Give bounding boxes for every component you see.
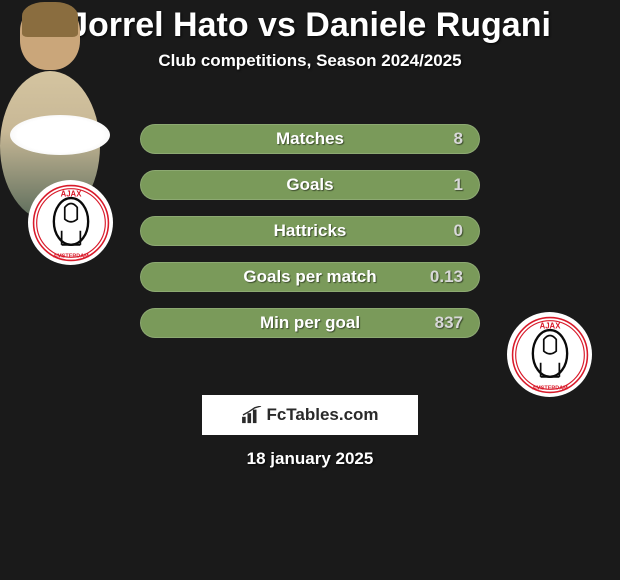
player-photo-left bbox=[10, 115, 110, 155]
stat-row: Hattricks0 bbox=[140, 216, 480, 246]
stat-label: Hattricks bbox=[207, 221, 413, 241]
ajax-crest-icon: AJAX AMSTERDAM bbox=[32, 184, 110, 262]
svg-text:AMSTERDAM: AMSTERDAM bbox=[532, 385, 568, 391]
subtitle: Club competitions, Season 2024/2025 bbox=[0, 51, 620, 71]
stat-row: Min per goal837 bbox=[140, 308, 480, 338]
svg-text:AJAX: AJAX bbox=[539, 321, 561, 330]
stats-container: Matches8Goals1Hattricks0Goals per match0… bbox=[140, 124, 480, 354]
stat-row: Goals per match0.13 bbox=[140, 262, 480, 292]
date-text: 18 january 2025 bbox=[0, 449, 620, 469]
branding-text: FcTables.com bbox=[266, 405, 378, 425]
svg-text:AMSTERDAM: AMSTERDAM bbox=[53, 253, 89, 259]
club-badge-right: AJAX AMSTERDAM bbox=[507, 312, 592, 397]
ajax-crest-icon: AJAX AMSTERDAM bbox=[511, 316, 589, 394]
page-title: Jorrel Hato vs Daniele Rugani bbox=[0, 0, 620, 45]
stat-value-right: 837 bbox=[413, 313, 463, 333]
stat-value-right: 0 bbox=[413, 221, 463, 241]
stat-row: Matches8 bbox=[140, 124, 480, 154]
chart-icon bbox=[241, 406, 263, 424]
stat-value-right: 8 bbox=[413, 129, 463, 149]
stat-label: Goals per match bbox=[207, 267, 413, 287]
svg-text:AJAX: AJAX bbox=[60, 189, 82, 198]
stat-row: Goals1 bbox=[140, 170, 480, 200]
stat-label: Min per goal bbox=[207, 313, 413, 333]
branding-badge: FcTables.com bbox=[202, 395, 418, 435]
club-badge-left: AJAX AMSTERDAM bbox=[28, 180, 113, 265]
stat-label: Goals bbox=[207, 175, 413, 195]
stat-label: Matches bbox=[207, 129, 413, 149]
stat-value-right: 0.13 bbox=[413, 267, 463, 287]
stat-value-right: 1 bbox=[413, 175, 463, 195]
